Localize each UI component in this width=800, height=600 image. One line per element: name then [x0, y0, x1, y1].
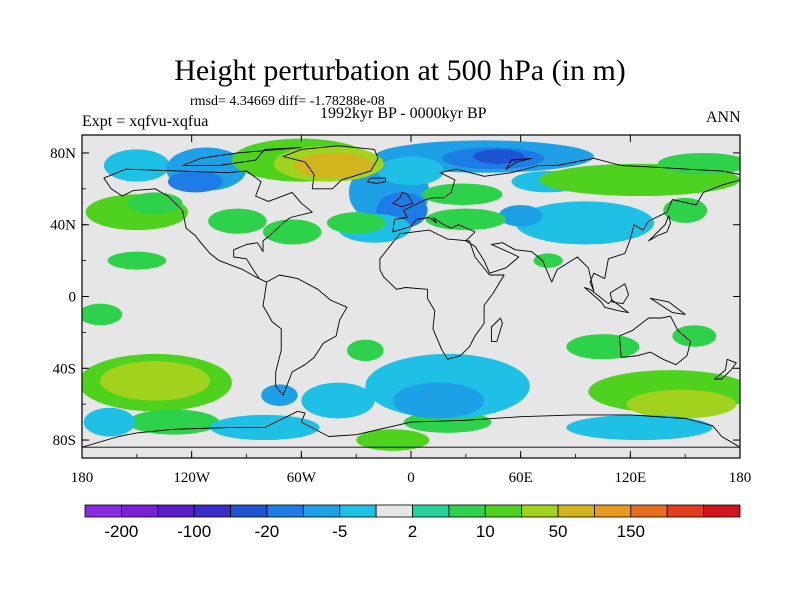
anomaly-region [326, 212, 386, 234]
colorbar-swatch [157, 504, 195, 518]
coastline-british-isles [392, 191, 414, 208]
coastlines [82, 145, 740, 448]
colorbar-label: -200 [104, 522, 138, 541]
anomaly-region [261, 384, 298, 406]
coastline-svalbard-nz [505, 157, 533, 170]
coastline-africa [379, 229, 505, 360]
anomaly-region [262, 219, 322, 245]
colorbar-label: -100 [177, 522, 211, 541]
anomaly-region [657, 152, 740, 175]
x-tick-label: 0 [407, 470, 415, 486]
y-tick-label: 80S [53, 433, 76, 449]
coastline-greenland [282, 145, 379, 190]
coastline-iceland [366, 177, 386, 184]
chart-title: Height perturbation at 500 hPa (in m) [174, 54, 626, 87]
colorbar-label: 10 [476, 522, 495, 541]
x-tick-label: 60E [509, 470, 533, 486]
x-tick-label: 180 [729, 470, 752, 486]
colorbar-swatch [339, 504, 377, 518]
colorbar: -200 -100 -20 -5 2 10 50 150 [84, 504, 741, 541]
anomaly-region [425, 208, 507, 231]
coastline-south-america [262, 274, 348, 396]
y-tick-label: 40S [53, 361, 76, 377]
x-tick-label: 120W [173, 470, 211, 486]
colorbar-swatch [84, 504, 122, 518]
colorbar-swatch [266, 504, 304, 518]
coastline-madagascar [490, 317, 503, 342]
anomaly-region [421, 183, 503, 205]
anomaly-region [127, 192, 183, 214]
coastline-australia [618, 315, 692, 366]
anomaly-region [167, 170, 223, 193]
colorbar-label: 50 [549, 522, 568, 541]
axes: 180 120W 60W 0 60E 120E 180 80N 40N 0 40S 80S [50, 135, 751, 486]
colorbar-swatch [193, 504, 231, 518]
colorbar-swatch [630, 504, 668, 518]
colorbar-label: -5 [332, 522, 347, 541]
anomaly-region [83, 407, 136, 437]
colorbar-swatch [594, 504, 632, 518]
colorbar-swatch [703, 504, 741, 518]
colorbar-swatch [484, 504, 523, 518]
coastline-antarctica [82, 410, 740, 448]
colorbar-swatch [412, 504, 450, 518]
x-tick-label: 120E [614, 470, 646, 486]
anomaly-region [498, 204, 543, 227]
colorbar-swatch [448, 504, 486, 518]
period-label: 1992kyr BP - 0000kyr BP [320, 105, 487, 122]
experiment-label: Expt = xqfvu-xqfua [82, 113, 209, 130]
anomaly-field [82, 135, 740, 458]
stats-label: rmsd= 4.34669 diff= -1.78288e-08 [190, 94, 385, 109]
anomaly-region [103, 149, 170, 182]
anomaly-region [208, 208, 267, 234]
coastline-japan [648, 215, 671, 242]
anomaly-region [82, 303, 123, 326]
anomaly-region [566, 414, 713, 441]
colorbar-swatch [375, 504, 413, 518]
anomaly-region [378, 156, 444, 186]
coastline-new-zealand [713, 358, 737, 380]
colorbar-label: 2 [408, 522, 417, 541]
colorbar-swatch [557, 504, 595, 518]
anomaly-region [347, 339, 384, 362]
anomaly-region [533, 253, 563, 268]
x-tick-label: 60W [287, 470, 317, 486]
y-tick-label: 0 [69, 290, 77, 306]
coastline-arctic-islands [182, 147, 302, 166]
anomaly-region [626, 389, 737, 419]
colorbar-label: 150 [617, 522, 645, 541]
colorbar-swatch [230, 504, 268, 518]
coastline-north-america [103, 168, 313, 283]
y-tick-label: 80N [50, 146, 76, 162]
colorbar-label: -20 [255, 522, 280, 541]
anomaly-region [392, 382, 485, 419]
colorbar-swatch [120, 504, 159, 518]
anomaly-region [473, 149, 525, 164]
anomaly-region [515, 201, 655, 245]
anomaly-region [672, 325, 717, 347]
coastline-indonesia [584, 287, 629, 314]
anomaly-region [107, 251, 167, 270]
anomaly-region [566, 334, 640, 360]
anomaly-region [356, 429, 430, 451]
colorbar-swatch [666, 504, 705, 518]
anomaly-region [127, 409, 220, 435]
x-tick-label: 180 [71, 470, 94, 486]
coastline-new-guinea [649, 297, 686, 315]
anomaly-region [301, 382, 375, 419]
colorbar-swatch [302, 504, 341, 518]
colorbar-swatch [521, 504, 559, 518]
coastline-borneo [609, 283, 629, 305]
season-label: ANN [706, 109, 741, 126]
y-tick-label: 40N [50, 218, 76, 234]
anomaly-region [294, 152, 375, 179]
anomaly-region [100, 361, 210, 401]
